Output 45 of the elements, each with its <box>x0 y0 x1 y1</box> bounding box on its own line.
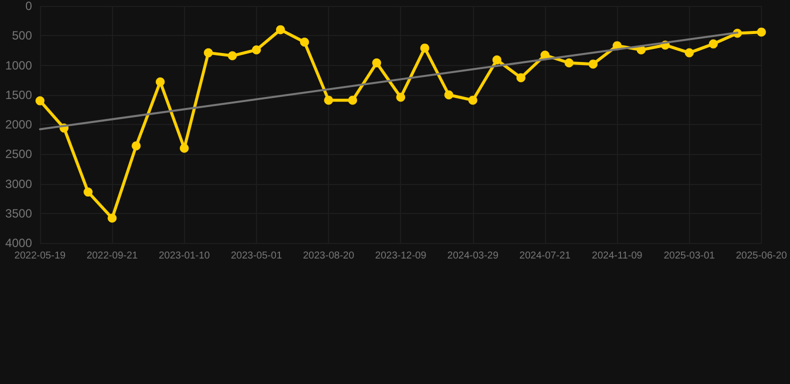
y-tick-label: 1000 <box>5 58 32 72</box>
y-tick-label: 2000 <box>5 118 32 132</box>
point <box>348 96 358 105</box>
point <box>468 96 478 105</box>
x-tick-label: 2022-05-19 <box>14 250 66 262</box>
point <box>684 48 694 58</box>
point <box>252 45 261 54</box>
point <box>756 28 766 37</box>
x-tick-label: 2025-03-01 <box>664 250 716 262</box>
point <box>396 92 406 102</box>
point <box>564 58 574 68</box>
y-tick-label: 4000 <box>5 236 32 250</box>
x-tick-label: 2022-09-21 <box>86 250 138 262</box>
x-tick-label: 2024-03-29 <box>447 250 499 262</box>
point <box>324 96 334 105</box>
point <box>108 214 117 223</box>
point <box>372 58 382 68</box>
point <box>444 90 454 100</box>
point <box>276 25 285 34</box>
point <box>204 48 213 58</box>
point <box>492 55 502 64</box>
point <box>300 38 310 47</box>
y-tick-label: 0 <box>25 0 32 13</box>
point <box>156 77 165 86</box>
point <box>84 188 93 197</box>
x-tick-label: 2025-06-20 <box>736 250 788 262</box>
y-tick-label: 500 <box>12 28 32 43</box>
y-tick-label: 2500 <box>5 147 32 162</box>
x-tick-label: 2024-11-09 <box>592 250 643 262</box>
point <box>516 73 526 82</box>
y-tick-label: 1500 <box>5 88 32 102</box>
x-tick-label: 2023-12-09 <box>375 250 427 262</box>
point <box>180 144 189 153</box>
point <box>132 141 141 150</box>
point <box>228 51 237 60</box>
point <box>36 96 44 106</box>
x-tick-label: 2024-07-21 <box>519 250 572 262</box>
y-tick-label: 3000 <box>5 176 32 191</box>
x-tick-label: 2023-08-20 <box>302 250 355 262</box>
x-tick-label: 2023-05-01 <box>230 250 282 262</box>
point <box>420 44 430 53</box>
y-tick-label: 3500 <box>5 206 32 220</box>
x-tick-label: 2023-01-10 <box>158 250 210 262</box>
point <box>708 39 718 48</box>
point <box>588 60 598 69</box>
